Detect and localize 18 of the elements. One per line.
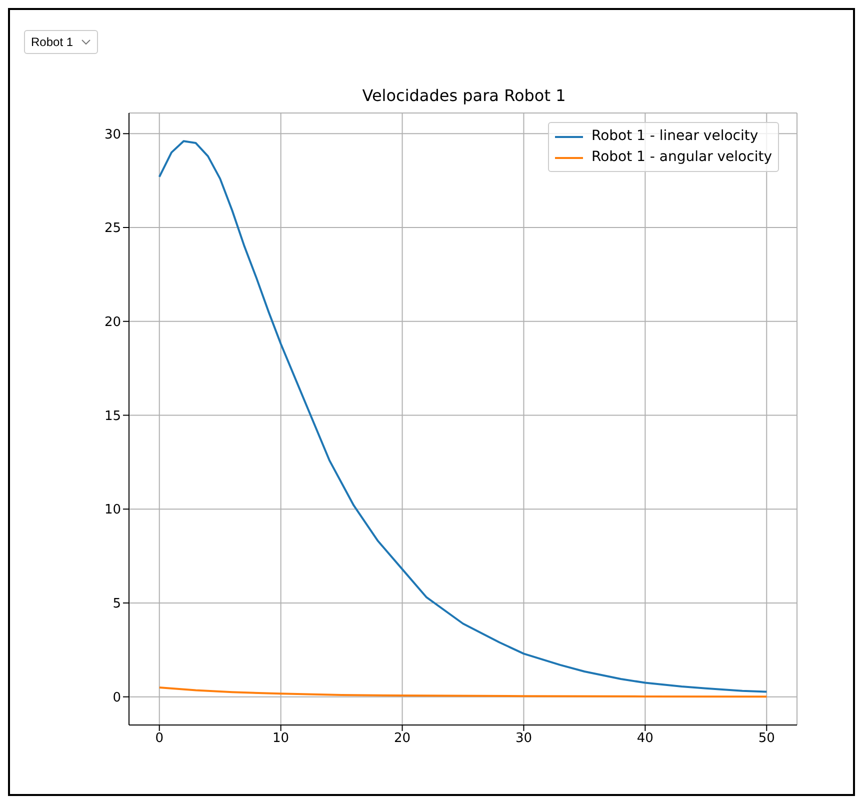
line-series: [158, 686, 768, 698]
y-tick-label: 5: [112, 596, 121, 612]
chart-title: Velocidades para Robot 1: [361, 86, 567, 105]
x-tick-label: 0: [155, 731, 164, 746]
y-tick-label: 25: [104, 221, 121, 236]
legend-label: Robot 1 - linear velocity: [591, 127, 758, 146]
x-tick-label: 50: [758, 731, 775, 746]
x-tick-label: 20: [394, 731, 411, 746]
x-tick-label: 30: [515, 731, 532, 746]
y-tick-label: 0: [112, 690, 121, 706]
x-tick-label: 10: [272, 731, 290, 746]
y-tick-label: 30: [104, 127, 121, 142]
dropdown: Robot 1: [24, 30, 98, 54]
y-tick-label: 15: [104, 408, 121, 424]
y-tick-label: 20: [104, 314, 121, 330]
y-tick-label: 10: [104, 502, 121, 518]
legend-label: Robot 1 - angular velocity: [591, 148, 772, 167]
x-tick-label: 40: [636, 731, 654, 746]
